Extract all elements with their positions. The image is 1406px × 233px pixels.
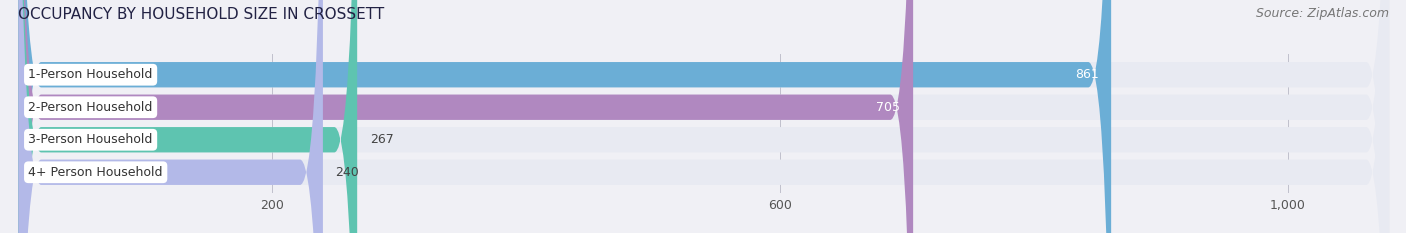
Text: 705: 705 — [876, 101, 900, 114]
FancyBboxPatch shape — [18, 0, 1389, 233]
Text: 267: 267 — [370, 133, 394, 146]
FancyBboxPatch shape — [18, 0, 323, 233]
Text: Source: ZipAtlas.com: Source: ZipAtlas.com — [1256, 7, 1389, 20]
Text: 2-Person Household: 2-Person Household — [28, 101, 153, 114]
FancyBboxPatch shape — [18, 0, 357, 233]
FancyBboxPatch shape — [18, 0, 1111, 233]
FancyBboxPatch shape — [18, 0, 1389, 233]
Text: 1-Person Household: 1-Person Household — [28, 68, 153, 81]
FancyBboxPatch shape — [18, 0, 1389, 233]
FancyBboxPatch shape — [18, 0, 912, 233]
Text: 4+ Person Household: 4+ Person Household — [28, 166, 163, 179]
Text: 861: 861 — [1074, 68, 1098, 81]
FancyBboxPatch shape — [18, 0, 1389, 233]
Text: 3-Person Household: 3-Person Household — [28, 133, 153, 146]
Text: OCCUPANCY BY HOUSEHOLD SIZE IN CROSSETT: OCCUPANCY BY HOUSEHOLD SIZE IN CROSSETT — [18, 7, 384, 22]
Text: 240: 240 — [336, 166, 360, 179]
